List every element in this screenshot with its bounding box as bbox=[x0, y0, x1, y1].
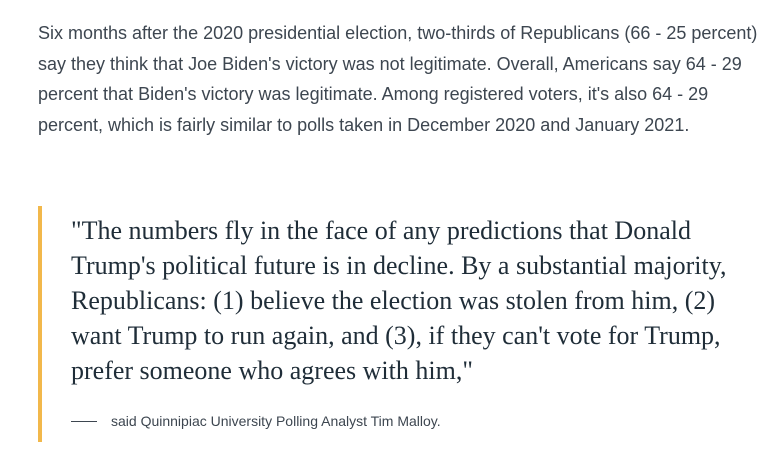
quote-text: "The numbers fly in the face of any pred… bbox=[71, 216, 727, 385]
attribution-dash bbox=[71, 420, 97, 422]
pull-quote: "The numbers fly in the face of any pred… bbox=[38, 206, 758, 442]
intro-paragraph: Six months after the 2020 presidential e… bbox=[38, 23, 758, 135]
attribution-text: said Quinnipiac University Polling Analy… bbox=[111, 413, 441, 429]
quote-attribution: said Quinnipiac University Polling Analy… bbox=[71, 413, 441, 429]
